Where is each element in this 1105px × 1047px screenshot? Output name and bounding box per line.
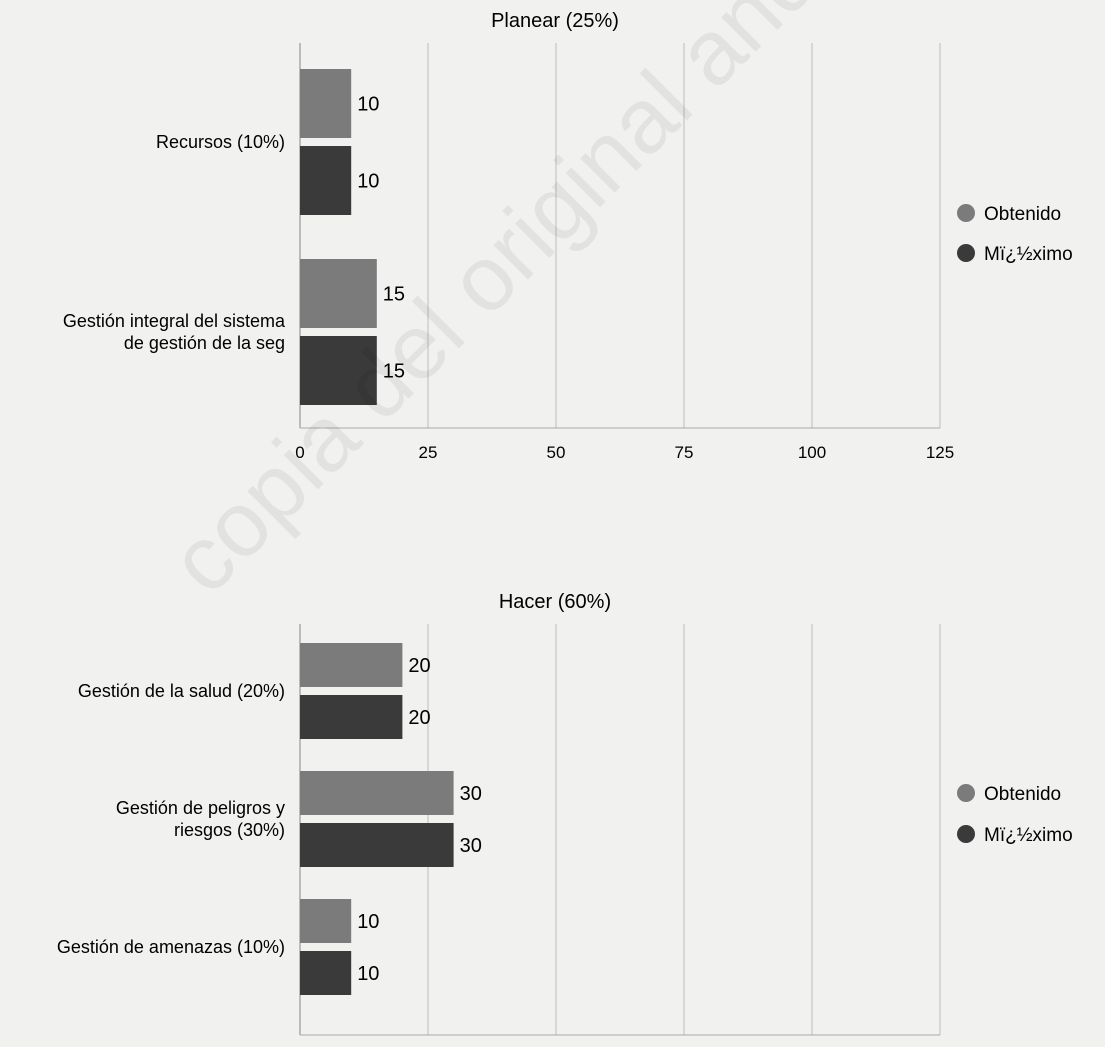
legend-swatch — [957, 784, 975, 802]
category-label: Recursos (10%) — [156, 132, 285, 152]
data-label: 20 — [408, 655, 430, 677]
category-label: Gestión de peligros y — [116, 798, 285, 818]
data-label: 30 — [460, 783, 482, 805]
data-label: 10 — [357, 963, 379, 985]
chart-title: Planear (25%) — [491, 10, 619, 32]
data-label: 20 — [408, 707, 430, 729]
bar — [300, 899, 352, 943]
data-label: 10 — [357, 171, 379, 193]
x-tick-label: 125 — [926, 443, 954, 462]
category-label: Gestión de la salud (20%) — [78, 681, 285, 701]
legend-label: Obtenido — [984, 784, 1061, 805]
chart-planear: Planear (25%) 0 25 50 75 100 125 10 10 Recursos (… — [63, 10, 1073, 462]
legend-swatch — [957, 244, 975, 262]
data-label: 15 — [383, 284, 405, 306]
bar — [300, 823, 454, 867]
bar — [300, 69, 352, 138]
category-label: Gestión integral del sistema — [63, 311, 286, 331]
data-label: 15 — [383, 361, 405, 383]
legend-swatch — [957, 204, 975, 222]
bar — [300, 336, 377, 405]
x-tick-label: 50 — [547, 443, 566, 462]
bar — [300, 771, 454, 815]
legend-label: Obtenido — [984, 204, 1061, 225]
x-tick-label: 0 — [295, 443, 304, 462]
legend-label: Mï¿½ximo — [984, 244, 1073, 265]
chart-title: Hacer (60%) — [499, 591, 611, 613]
legend-swatch — [957, 825, 975, 843]
category-label: de gestión de la seg — [124, 333, 285, 353]
data-label: 10 — [357, 911, 379, 933]
bar — [300, 643, 403, 687]
data-label: 10 — [357, 94, 379, 116]
x-tick-label: 100 — [798, 443, 826, 462]
data-label: 30 — [460, 835, 482, 857]
category-label: Gestión de amenazas (10%) — [57, 937, 285, 957]
bar — [300, 951, 352, 995]
chart-hacer: Hacer (60%)02550751001252020Gestión de l… — [57, 591, 1073, 1036]
x-tick-label: 25 — [419, 443, 438, 462]
legend-label: Mï¿½ximo — [984, 825, 1073, 846]
bar — [300, 146, 352, 215]
bar — [300, 259, 377, 328]
x-tick-label: 75 — [675, 443, 694, 462]
category-label: riesgos (30%) — [174, 820, 285, 840]
bar — [300, 695, 403, 739]
